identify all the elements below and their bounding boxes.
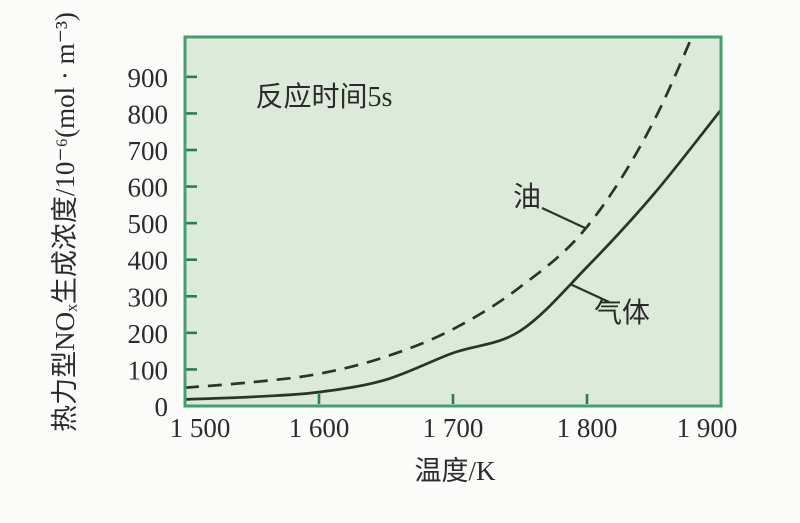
gas-curve-label: 气体	[594, 297, 650, 329]
reaction-time-annotation: 反应时间5s	[256, 81, 393, 113]
y-tick-label: 800	[128, 99, 169, 129]
y-tick-label: 100	[128, 355, 169, 385]
gas-curve	[185, 108, 721, 401]
plot-area	[185, 37, 721, 406]
data-curves	[185, 37, 721, 401]
y-tick-label: 0	[155, 392, 169, 422]
axis-tick-labels: 0 100 200 300 400 500 600 700 800 900 1 500 1 600 1 …	[128, 63, 738, 443]
y-tick-label: 400	[128, 246, 169, 276]
y-axis-title: 热力型NOₓ生成浓度/10⁻⁶(mol · m⁻³)	[50, 12, 80, 432]
x-tick-label: 1 800	[557, 413, 618, 443]
y-tick-label: 200	[128, 319, 169, 349]
y-tick-label: 300	[128, 282, 169, 312]
x-axis-title: 温度/K	[415, 456, 497, 486]
oil-curve	[185, 37, 694, 390]
oil-curve-label: 油	[513, 181, 541, 213]
y-tick-label: 900	[128, 63, 169, 93]
axis-tick-marks	[186, 75, 589, 404]
y-tick-label: 700	[128, 136, 169, 166]
x-tick-label: 1 500	[170, 413, 231, 443]
oil-leader-line	[541, 207, 586, 229]
x-tick-label: 1 900	[677, 413, 738, 443]
x-tick-label: 1 700	[423, 413, 484, 443]
y-tick-label: 600	[128, 173, 169, 203]
y-tick-label: 500	[128, 209, 169, 239]
x-tick-label: 1 600	[289, 413, 350, 443]
gas-leader-line	[569, 283, 610, 303]
plot-frame	[183, 35, 723, 408]
